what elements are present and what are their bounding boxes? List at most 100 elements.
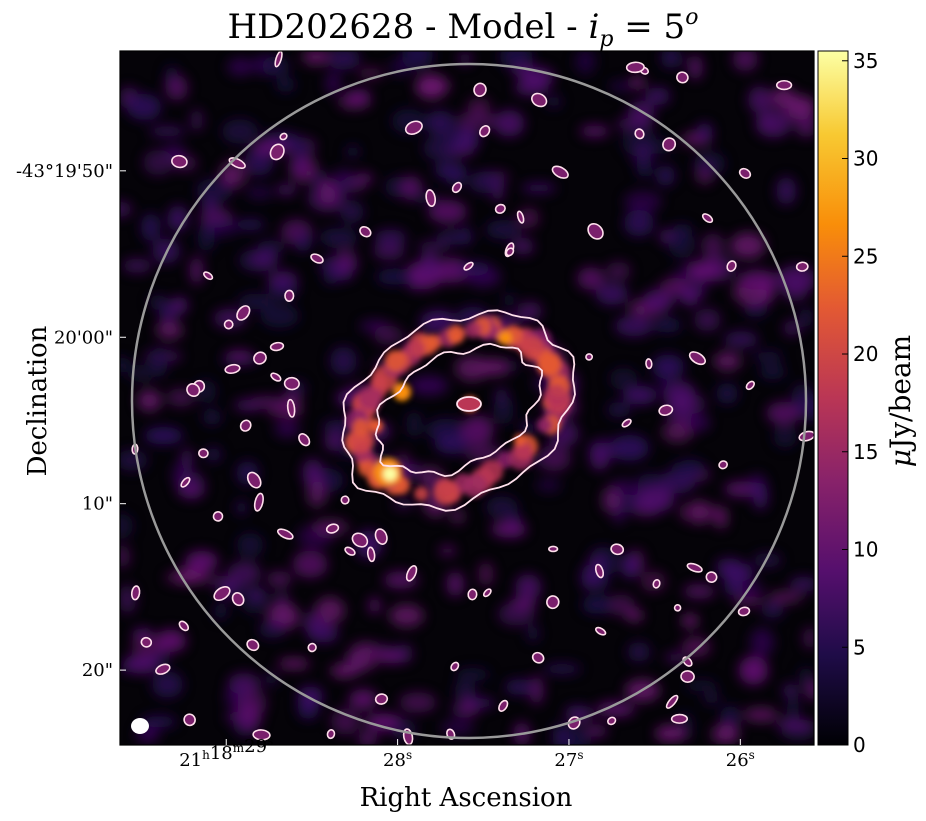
noise-blob	[802, 627, 814, 649]
noise-blob	[703, 692, 721, 705]
noise-blob	[376, 269, 413, 285]
noise-blob	[467, 97, 491, 115]
noise-blob	[683, 583, 716, 599]
noise-blob	[775, 176, 797, 206]
colorbar	[817, 50, 849, 746]
noise-contour	[634, 128, 645, 140]
noise-contour	[180, 476, 191, 488]
noise-contour	[252, 729, 271, 741]
noise-blob	[775, 719, 814, 731]
noise-blob	[389, 604, 424, 627]
noise-blob	[399, 692, 437, 713]
noise-contour	[498, 699, 509, 712]
noise-contour	[231, 592, 245, 607]
noise-blob	[714, 505, 728, 529]
noise-contour	[198, 448, 209, 459]
noise-blob	[156, 321, 183, 340]
noise-blob	[205, 447, 222, 462]
noise-contour	[478, 125, 491, 138]
noise-blob	[373, 325, 403, 346]
noise-contour	[183, 713, 196, 727]
contour-layer	[130, 51, 814, 745]
x-axis-label: Right Ascension	[360, 783, 573, 813]
noise-blob	[374, 229, 407, 246]
noise-blob	[713, 351, 742, 371]
colorbar-tick-label: 30	[853, 147, 878, 171]
noise-contour	[494, 203, 506, 214]
noise-blob	[302, 458, 324, 487]
noise-blob	[508, 597, 537, 610]
noise-blob	[623, 209, 655, 237]
noise-blob	[575, 51, 596, 75]
noise-blob	[751, 351, 784, 362]
noise-blob	[723, 331, 759, 348]
noise-blob	[446, 571, 465, 597]
ring-inner-contour	[374, 342, 543, 478]
noise-contour	[676, 71, 689, 84]
noise-contour	[482, 588, 492, 598]
noise-blob	[235, 500, 248, 515]
noise-blob	[235, 218, 266, 231]
noise-contour	[366, 546, 376, 563]
noise-contour	[236, 305, 251, 321]
noise-blob	[730, 232, 766, 259]
ring-emission-blob	[513, 441, 533, 461]
noise-blob	[662, 422, 693, 443]
noise-blob	[602, 486, 622, 514]
noise-blob	[663, 380, 696, 410]
noise-blob	[401, 51, 434, 70]
noise-contour	[203, 271, 214, 281]
noise-blob	[355, 172, 374, 184]
noise-blob	[451, 508, 464, 524]
noise-contour	[701, 213, 714, 224]
noise-blob	[439, 545, 456, 556]
noise-blob	[502, 292, 515, 308]
noise-contour	[531, 92, 548, 108]
noise-blob	[458, 52, 472, 65]
noise-contour	[310, 253, 324, 264]
noise-blob	[143, 426, 184, 445]
debris-ring	[344, 315, 571, 505]
noise-contour	[467, 588, 478, 601]
noise-contour	[283, 376, 300, 391]
y-axis-label: Declination	[23, 325, 53, 476]
noise-contour	[658, 404, 674, 417]
noise-blob	[738, 655, 769, 685]
noise-blob	[606, 261, 631, 281]
noise-blob	[143, 149, 174, 176]
noise-contour	[239, 419, 252, 432]
noise-contour	[130, 585, 141, 601]
noise-contour	[451, 181, 463, 194]
noise-blob	[164, 571, 204, 585]
noise-contour	[374, 693, 389, 705]
noise-blob	[455, 667, 490, 682]
noise-contour	[212, 511, 224, 522]
noise-contour	[505, 247, 515, 257]
ring-emission-blob	[433, 479, 459, 505]
noise-blob	[535, 478, 562, 493]
y-tick-label: 20'00"	[54, 327, 113, 348]
noise-blob	[434, 433, 471, 455]
noise-contour	[718, 460, 729, 470]
noise-contour	[325, 523, 340, 534]
noise-blob	[694, 308, 721, 332]
noise-blob	[248, 587, 266, 601]
noise-contour	[738, 167, 752, 179]
noise-blob	[515, 574, 542, 601]
noise-blob	[151, 671, 184, 698]
noise-blob	[416, 240, 451, 252]
chart-title: HD202628 - Model - ip = 5o	[228, 5, 699, 52]
noise-contour	[645, 358, 653, 370]
noise-blob	[393, 497, 414, 510]
noise-contour	[625, 61, 645, 74]
noise-blob	[795, 113, 814, 138]
central-source-contour	[456, 396, 482, 412]
noise-blob	[275, 76, 296, 93]
noise-blob	[526, 624, 540, 642]
noise-blob	[372, 242, 406, 260]
noise-blob	[141, 715, 177, 728]
noise-contour	[405, 565, 418, 582]
noise-contour	[745, 380, 755, 391]
noise-blob	[624, 190, 662, 213]
